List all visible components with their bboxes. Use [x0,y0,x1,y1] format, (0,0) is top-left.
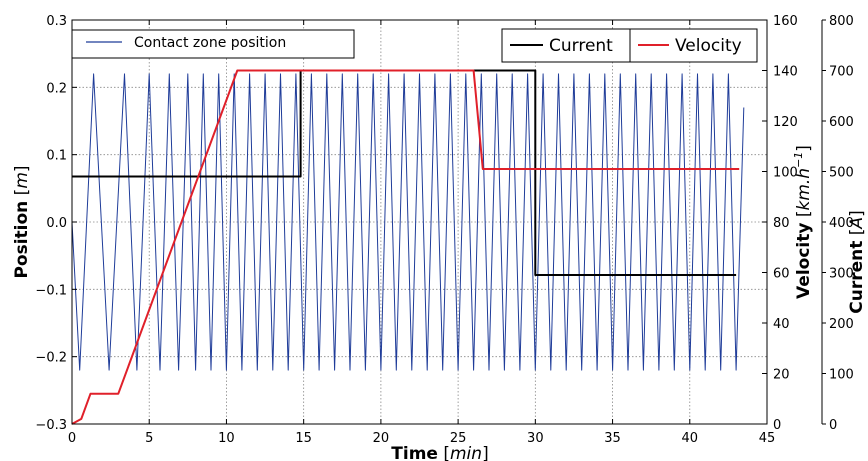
legend-position-box [71,29,355,59]
x-tick-label: 25 [450,431,467,446]
current-tick-label: 0 [829,418,837,433]
position-tick-label: −0.2 [35,351,67,366]
x-tick-label: 5 [145,431,153,446]
current-tick-label: 200 [829,317,854,332]
position-tick-label: −0.3 [35,418,67,433]
velocity-tick-label: 140 [773,65,798,80]
current-tick-label: 400 [829,216,854,231]
velocity-tick-label: 80 [773,216,790,231]
velocity-tick-label: 160 [773,14,798,29]
position-tick-label: 0.2 [46,81,67,96]
x-tick-label: 0 [68,431,76,446]
velocity-axis-ticks: 0 20 40 60 80 100 120 140 160 [762,14,798,433]
x-tick-label: 20 [373,431,390,446]
position-tick-label: 0.0 [46,216,67,231]
velocity-tick-label: 0 [773,418,781,433]
x-tick-label: 10 [218,431,235,446]
series-line-velocity [71,69,740,425]
velocity-tick-label: 100 [773,166,798,181]
velocity-tick-label: 20 [773,368,790,383]
position-axis-label: Position [m] [12,165,32,278]
velocity-tick-label: 40 [773,317,790,332]
current-axis-ticks: 0 100 200 300 400 500 600 700 800 [822,14,854,433]
x-tick-label: 30 [527,431,544,446]
current-tick-label: 100 [829,368,854,383]
legend-label-current: Current [549,36,613,56]
current-tick-label: 700 [829,65,854,80]
velocity-axis-label: Velocity [km.h−1] [792,145,814,299]
series-layer [71,69,745,425]
x-axis-label: Time [min] [391,444,488,461]
series-line-contact-zone-position [71,73,745,371]
velocity-tick-label: 60 [773,267,790,282]
current-tick-label: 800 [829,14,854,29]
position-tick-label: −0.1 [35,283,67,298]
x-tick-label: 35 [604,431,621,446]
current-tick-label: 500 [829,166,854,181]
x-tick-label: 15 [295,431,312,446]
position-tick-label: 0.1 [46,149,67,164]
legend-current-velocity: Current Velocity [501,28,758,63]
position-axis-ticks: −0.3 −0.2 −0.1 0.0 0.1 0.2 0.3 [35,14,77,433]
x-tick-label: 40 [682,431,699,446]
position-tick-label: 0.3 [46,14,67,29]
current-axis-label: Current [A] [847,210,867,313]
velocity-tick-label: 120 [773,115,798,130]
legend-label-velocity: Velocity [675,36,742,56]
legend-label-contact-zone: Contact zone position [134,35,286,51]
x-axis-ticks: 0 5 10 15 20 25 30 35 40 45 [68,20,775,446]
legend-position: Contact zone position [71,29,355,59]
x-tick-label: 45 [759,431,776,446]
current-tick-label: 600 [829,115,854,130]
current-tick-label: 300 [829,267,854,282]
